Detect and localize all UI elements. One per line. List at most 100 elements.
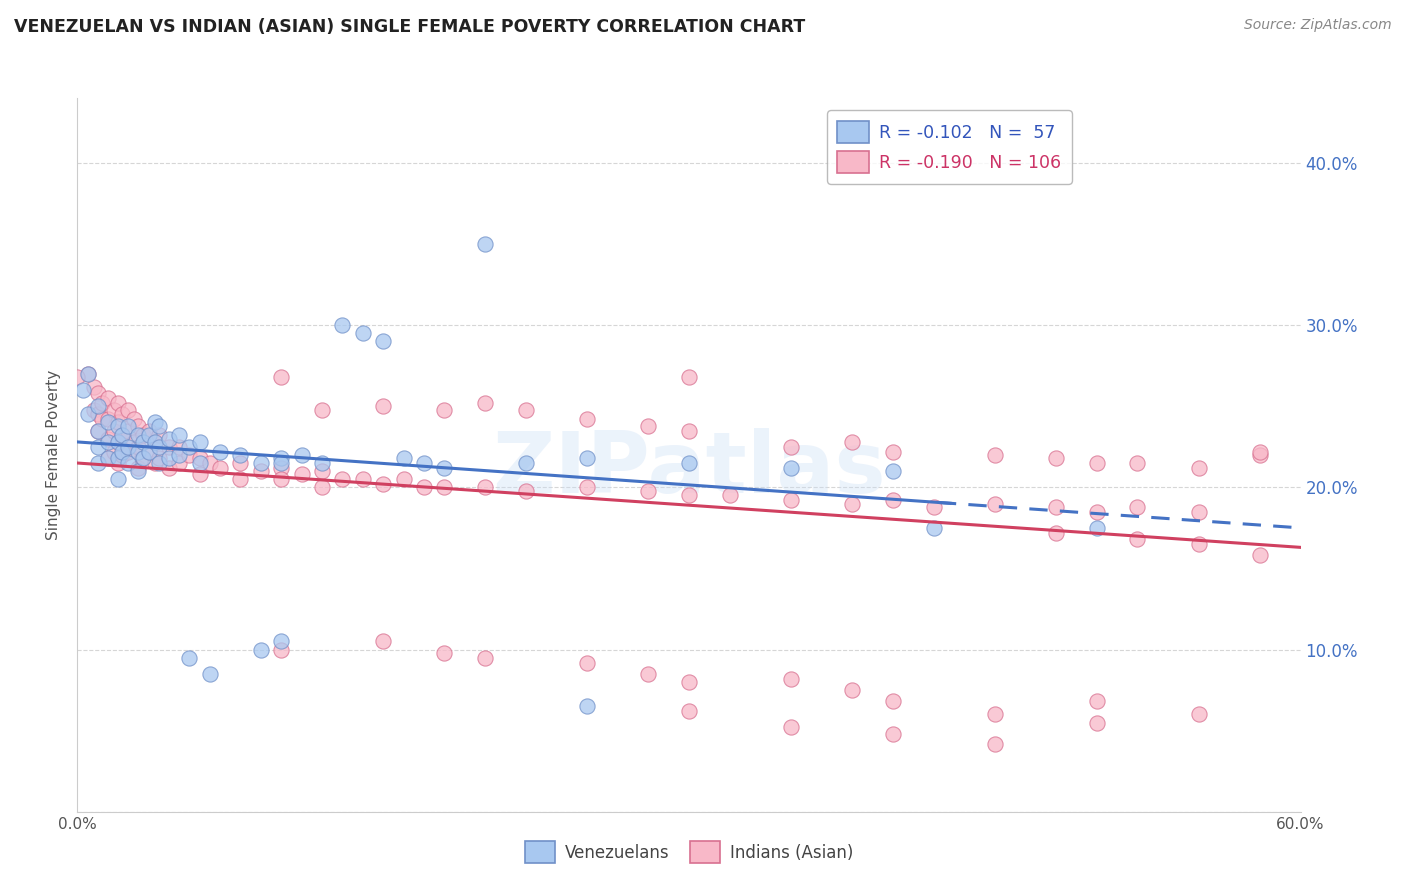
Point: [138, 424, 160, 438]
Point: [1045, 500, 1067, 514]
Point: [1085, 521, 1108, 535]
Point: [179, 448, 201, 462]
Point: [922, 500, 945, 514]
Point: [270, 370, 292, 384]
Point: [678, 675, 700, 690]
Point: [117, 440, 139, 454]
Point: [1085, 456, 1108, 470]
Point: [270, 456, 292, 470]
Point: [107, 434, 129, 449]
Point: [90, 396, 112, 410]
Point: [209, 444, 232, 458]
Point: [882, 464, 904, 478]
Point: [97, 412, 120, 426]
Point: [111, 448, 134, 462]
Point: [229, 448, 252, 462]
Point: [87, 424, 110, 438]
Point: [433, 402, 456, 417]
Point: [169, 440, 191, 454]
Point: [882, 493, 904, 508]
Point: [291, 467, 314, 482]
Point: [97, 434, 120, 449]
Point: [637, 483, 659, 498]
Point: [515, 456, 537, 470]
Point: [718, 488, 741, 502]
Point: [841, 434, 863, 449]
Point: [229, 456, 252, 470]
Point: [107, 451, 129, 466]
Point: [1188, 537, 1211, 551]
Point: [332, 472, 354, 486]
Point: [76, 367, 98, 381]
Y-axis label: Single Female Poverty: Single Female Poverty: [46, 370, 62, 540]
Point: [392, 472, 415, 486]
Point: [576, 699, 599, 714]
Point: [87, 408, 110, 422]
Point: [117, 456, 139, 470]
Point: [83, 380, 105, 394]
Point: [157, 432, 180, 446]
Point: [138, 428, 160, 442]
Point: [270, 472, 292, 486]
Point: [250, 456, 273, 470]
Point: [474, 396, 496, 410]
Point: [250, 464, 273, 478]
Point: [371, 334, 394, 349]
Point: [72, 383, 94, 397]
Point: [131, 451, 153, 466]
Point: [107, 396, 129, 410]
Point: [128, 464, 150, 478]
Point: [352, 326, 374, 341]
Point: [97, 416, 120, 430]
Point: [103, 424, 125, 438]
Point: [111, 428, 134, 442]
Point: [87, 399, 110, 413]
Point: [87, 424, 110, 438]
Point: [124, 434, 146, 449]
Point: [1249, 444, 1271, 458]
Point: [392, 451, 415, 466]
Point: [413, 456, 436, 470]
Point: [311, 480, 333, 494]
Point: [179, 650, 201, 665]
Point: [169, 456, 191, 470]
Point: [515, 483, 537, 498]
Point: [678, 424, 700, 438]
Point: [1188, 505, 1211, 519]
Point: [97, 451, 120, 466]
Point: [433, 646, 456, 660]
Point: [179, 440, 201, 454]
Point: [128, 428, 150, 442]
Point: [270, 451, 292, 466]
Point: [111, 408, 134, 422]
Point: [413, 480, 436, 494]
Point: [270, 461, 292, 475]
Point: [984, 497, 1007, 511]
Point: [188, 467, 211, 482]
Point: [576, 412, 599, 426]
Point: [128, 461, 150, 475]
Point: [780, 493, 803, 508]
Point: [198, 666, 221, 681]
Point: [157, 461, 180, 475]
Point: [882, 727, 904, 741]
Point: [1188, 461, 1211, 475]
Point: [433, 461, 456, 475]
Text: VENEZUELAN VS INDIAN (ASIAN) SINGLE FEMALE POVERTY CORRELATION CHART: VENEZUELAN VS INDIAN (ASIAN) SINGLE FEMA…: [14, 18, 806, 36]
Point: [148, 440, 170, 454]
Point: [97, 432, 120, 446]
Point: [87, 456, 110, 470]
Point: [433, 480, 456, 494]
Text: Source: ZipAtlas.com: Source: ZipAtlas.com: [1244, 18, 1392, 32]
Point: [576, 451, 599, 466]
Point: [311, 402, 333, 417]
Point: [131, 428, 153, 442]
Point: [780, 672, 803, 686]
Point: [198, 456, 221, 470]
Point: [143, 434, 166, 449]
Point: [103, 402, 125, 417]
Point: [984, 737, 1007, 751]
Point: [474, 650, 496, 665]
Point: [117, 418, 139, 433]
Point: [124, 412, 146, 426]
